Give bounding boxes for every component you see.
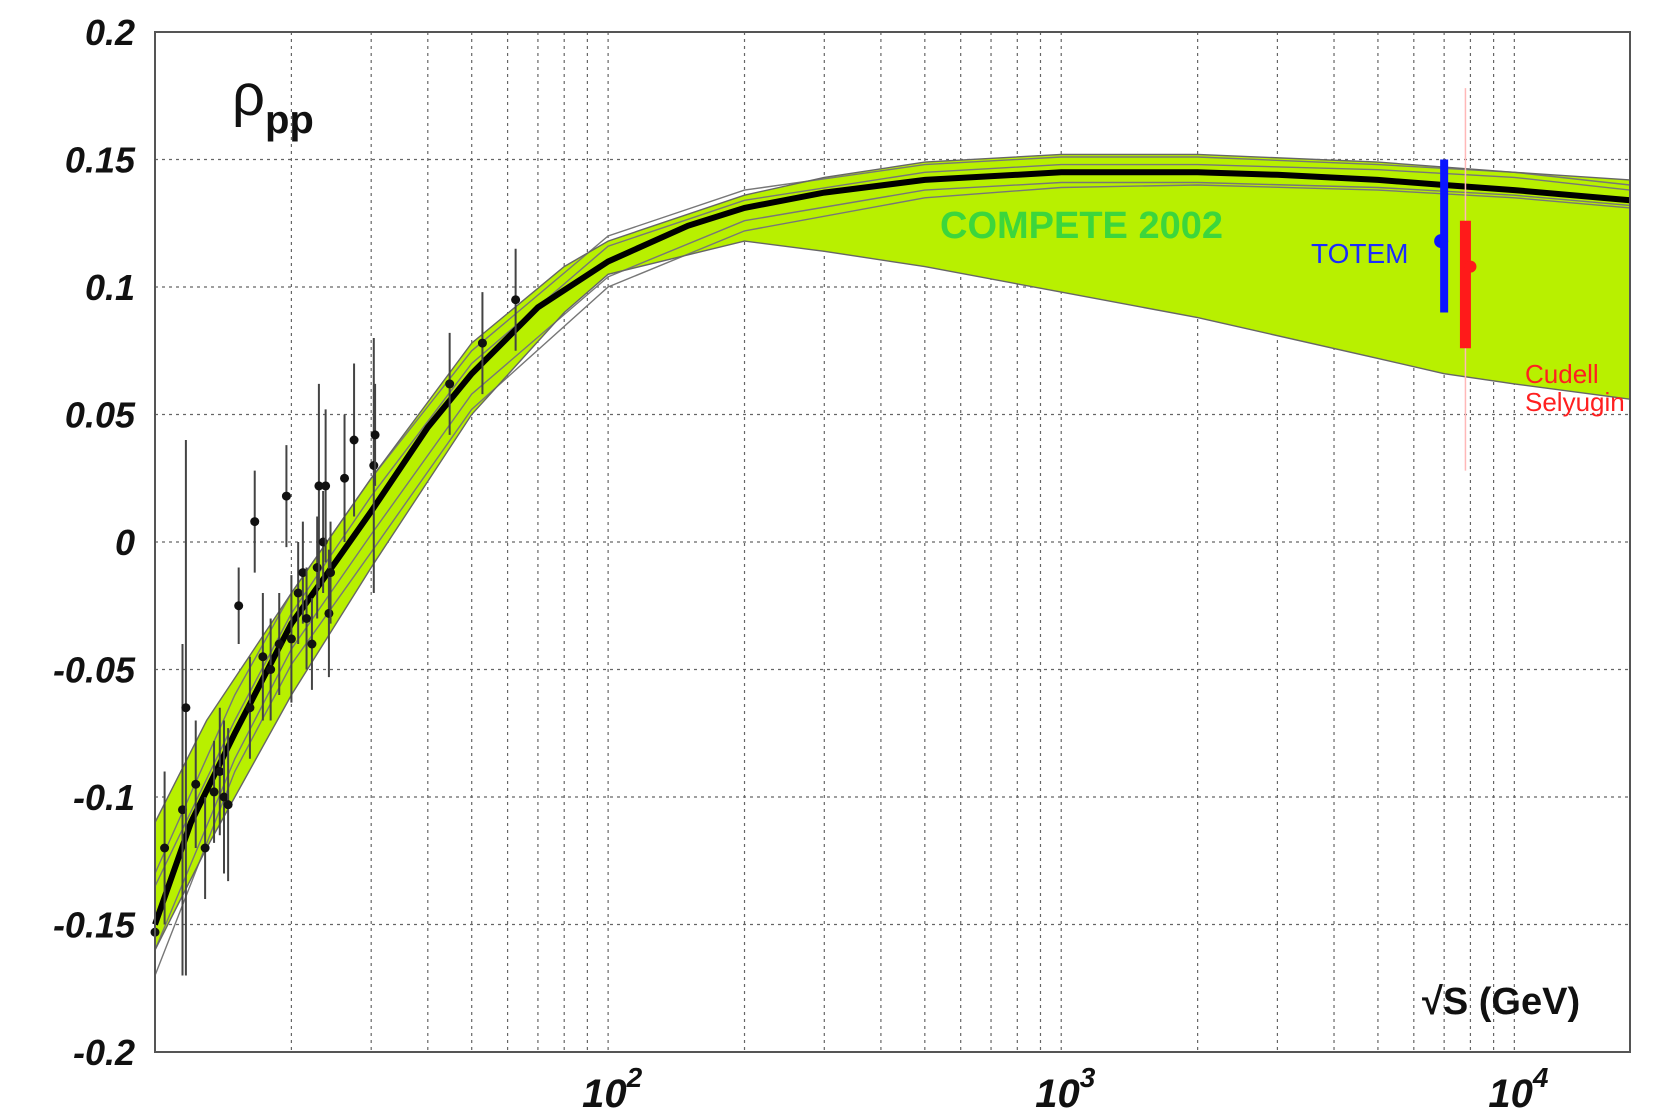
data-point [302, 614, 311, 623]
y-tick-label: 0 [115, 522, 135, 563]
data-point [245, 703, 254, 712]
x-tick-exponent: 3 [1080, 1062, 1096, 1093]
x-tick-label: 102 [582, 1062, 643, 1116]
y-tick-label: -0.1 [73, 777, 135, 818]
totem-label: TOTEM [1311, 238, 1408, 269]
compete-band [155, 154, 1630, 950]
data-point [511, 295, 520, 304]
x-tick-base: 10 [582, 1072, 627, 1116]
compete-label: COMPETE 2002 [940, 205, 1223, 247]
x-tick-exponent: 2 [626, 1062, 643, 1093]
y-tick-label: 0.1 [85, 267, 135, 308]
data-point [350, 436, 359, 445]
data-point [224, 800, 233, 809]
data-point [369, 461, 378, 470]
cudell-point [1464, 261, 1476, 273]
y-tick-label: -0.2 [73, 1032, 135, 1073]
x-tick-labels: 102 103 104 [582, 1062, 1549, 1116]
data-point [445, 379, 454, 388]
data-point [234, 601, 243, 610]
x-axis-label: √S (GeV) [1422, 981, 1580, 1023]
data-point [215, 767, 224, 776]
data-point [478, 339, 487, 348]
y-tick-label: -0.15 [53, 905, 136, 946]
x-tick-base: 10 [1488, 1072, 1533, 1116]
data-point [313, 563, 322, 572]
y-tick-label: 0.15 [65, 140, 136, 181]
totem-point [1434, 234, 1448, 248]
data-point [258, 652, 267, 661]
title-sub: pp [265, 98, 314, 142]
data-point [160, 844, 169, 853]
y-tick-label: 0.2 [85, 12, 135, 53]
x-tick-base: 10 [1035, 1072, 1080, 1116]
x-tick-exponent: 4 [1532, 1062, 1549, 1093]
data-point [210, 787, 219, 796]
x-tick-label: 104 [1488, 1062, 1549, 1116]
y-tick-labels: 0.2 0.15 0.1 0.05 0 -0.05 -0.1 -0.15 -0.2 [53, 12, 136, 1073]
title-main: ρ [232, 63, 265, 128]
selyugin-label: Selyugin [1525, 387, 1625, 417]
data-point [282, 492, 291, 501]
data-point [324, 609, 333, 618]
data-point [191, 780, 200, 789]
data-point [201, 844, 210, 853]
data-point [250, 517, 259, 526]
data-point [321, 481, 330, 490]
band-area [155, 154, 1630, 950]
x-tick-label: 103 [1035, 1062, 1096, 1116]
data-point [371, 430, 380, 439]
data-point [181, 703, 190, 712]
data-point [294, 589, 303, 598]
y-tick-label: -0.05 [53, 650, 136, 691]
data-point [340, 474, 349, 483]
data-point [326, 568, 335, 577]
y-tick-label: 0.05 [65, 395, 136, 436]
data-point [287, 634, 296, 643]
plot-title: ρpp [232, 63, 314, 142]
cudell-label: Cudell [1525, 359, 1599, 389]
data-point [266, 665, 275, 674]
data-point [275, 640, 284, 649]
data-point [307, 640, 316, 649]
